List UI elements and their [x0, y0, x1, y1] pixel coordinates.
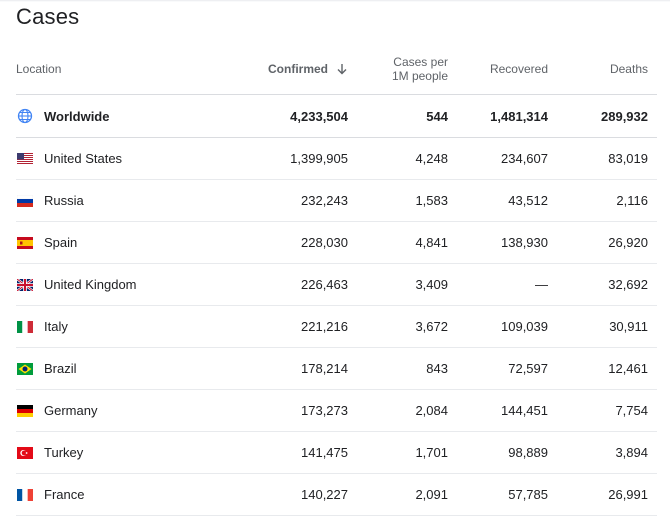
location-name: Spain — [44, 235, 78, 250]
confirmed-value: 173,273 — [301, 403, 348, 418]
recovered-value: 72,597 — [508, 361, 548, 376]
recovered-value: 144,451 — [501, 403, 548, 418]
flag-us-icon — [17, 138, 33, 179]
location-name: Germany — [44, 403, 98, 418]
deaths-value: 32,692 — [608, 277, 648, 292]
column-header-location[interactable]: Location — [16, 44, 61, 94]
column-header-deaths[interactable]: Deaths — [610, 44, 648, 94]
location-name: United Kingdom — [44, 277, 137, 292]
table-row[interactable]: Turkey 141,475 1,701 98,889 3,894 — [16, 432, 657, 474]
confirmed-value: 140,227 — [301, 487, 348, 502]
confirmed-value: 232,243 — [301, 193, 348, 208]
confirmed-value: 221,216 — [301, 319, 348, 334]
column-header-deaths-label: Deaths — [609, 62, 648, 76]
table-row[interactable]: United Kingdom 226,463 3,409 — 32,692 — [16, 264, 657, 306]
column-header-recovered[interactable]: Recovered — [490, 44, 548, 94]
location-name: Russia — [44, 193, 84, 208]
location-name: Brazil — [44, 361, 77, 376]
table-row[interactable]: Germany 173,273 2,084 144,451 7,754 — [16, 390, 657, 432]
cases-per-million-value: 4,248 — [415, 151, 448, 166]
recovered-value: 138,930 — [501, 235, 548, 250]
column-header-confirmed[interactable]: Confirmed — [268, 44, 348, 94]
location-name: Turkey — [44, 445, 84, 460]
recovered-value: 43,512 — [508, 193, 548, 208]
table-row[interactable]: Spain 228,030 4,841 138,930 26,920 — [16, 222, 657, 264]
recovered-value: 98,889 — [508, 445, 548, 460]
deaths-value: 289,932 — [601, 108, 648, 124]
table-row[interactable]: Brazil 178,214 843 72,597 12,461 — [16, 348, 657, 390]
confirmed-value: 141,475 — [301, 445, 348, 460]
deaths-value: 26,920 — [608, 235, 648, 250]
table-row[interactable]: Russia 232,243 1,583 43,512 2,116 — [16, 180, 657, 222]
panel-title: Cases — [16, 4, 80, 29]
cases-per-million-value: 2,084 — [415, 403, 448, 418]
confirmed-value: 228,030 — [301, 235, 348, 250]
location-name: France — [44, 487, 85, 502]
recovered-value: 1,481,314 — [490, 108, 548, 124]
cases-per-million-value: 3,409 — [415, 277, 448, 292]
deaths-value: 83,019 — [608, 151, 648, 166]
deaths-value: 3,894 — [615, 445, 648, 460]
table-row[interactable]: United States 1,399,905 4,248 234,607 83,019 — [16, 138, 657, 180]
table-header: Location Confirmed Cases per 1M people R… — [16, 44, 657, 95]
column-header-cases-per-million-line1: Cases per — [393, 55, 448, 69]
flag-gb-icon — [17, 264, 33, 305]
confirmed-value: 178,214 — [301, 361, 348, 376]
cases-per-million-value: 1,701 — [415, 445, 448, 460]
cases-per-million-value: 544 — [426, 108, 448, 124]
column-header-confirmed-label: Confirmed — [268, 62, 328, 76]
cases-per-million-value: 843 — [426, 361, 448, 376]
column-header-cases-per-million-line2: 1M people — [391, 69, 448, 83]
deaths-value: 2,116 — [616, 193, 648, 208]
cases-per-million-value: 1,583 — [415, 193, 448, 208]
cases-table: Location Confirmed Cases per 1M people R… — [16, 44, 657, 516]
top-divider — [0, 0, 670, 2]
confirmed-value: 1,399,905 — [290, 151, 348, 166]
location-name: Worldwide — [44, 108, 110, 124]
flag-es-icon — [17, 222, 33, 263]
confirmed-value: 4,233,504 — [290, 108, 348, 124]
location-name: United States — [44, 151, 123, 166]
deaths-value: 7,754 — [615, 403, 648, 418]
recovered-value: 234,607 — [501, 151, 548, 166]
flag-it-icon — [17, 306, 33, 347]
table-row[interactable]: Worldwide 4,233,504 544 1,481,314 289,932 — [16, 95, 657, 138]
cases-per-million-value: 3,672 — [415, 319, 448, 334]
flag-de-icon — [17, 390, 33, 431]
flag-br-icon — [17, 348, 33, 389]
flag-ru-icon — [17, 180, 33, 221]
cases-per-million-value: 4,841 — [415, 235, 448, 250]
flag-fr-icon — [17, 474, 33, 515]
recovered-value: 57,785 — [508, 487, 548, 502]
deaths-value: 12,461 — [608, 361, 648, 376]
globe-icon — [17, 95, 33, 137]
deaths-value: 30,911 — [609, 319, 648, 334]
column-header-location-label: Location — [16, 62, 62, 76]
column-header-recovered-label: Recovered — [489, 62, 548, 76]
table-row[interactable]: France 140,227 2,091 57,785 26,991 — [16, 474, 657, 516]
table-row[interactable]: Italy 221,216 3,672 109,039 30,911 — [16, 306, 657, 348]
column-header-cases-per-million[interactable]: Cases per 1M people — [392, 44, 448, 94]
recovered-value: 109,039 — [501, 319, 548, 334]
cases-per-million-value: 2,091 — [415, 487, 448, 502]
confirmed-value: 226,463 — [301, 277, 348, 292]
flag-tr-icon — [17, 432, 33, 473]
recovered-value: — — [535, 277, 548, 292]
deaths-value: 26,991 — [608, 487, 648, 502]
location-name: Italy — [44, 319, 68, 334]
arrow-down-icon — [337, 64, 347, 75]
